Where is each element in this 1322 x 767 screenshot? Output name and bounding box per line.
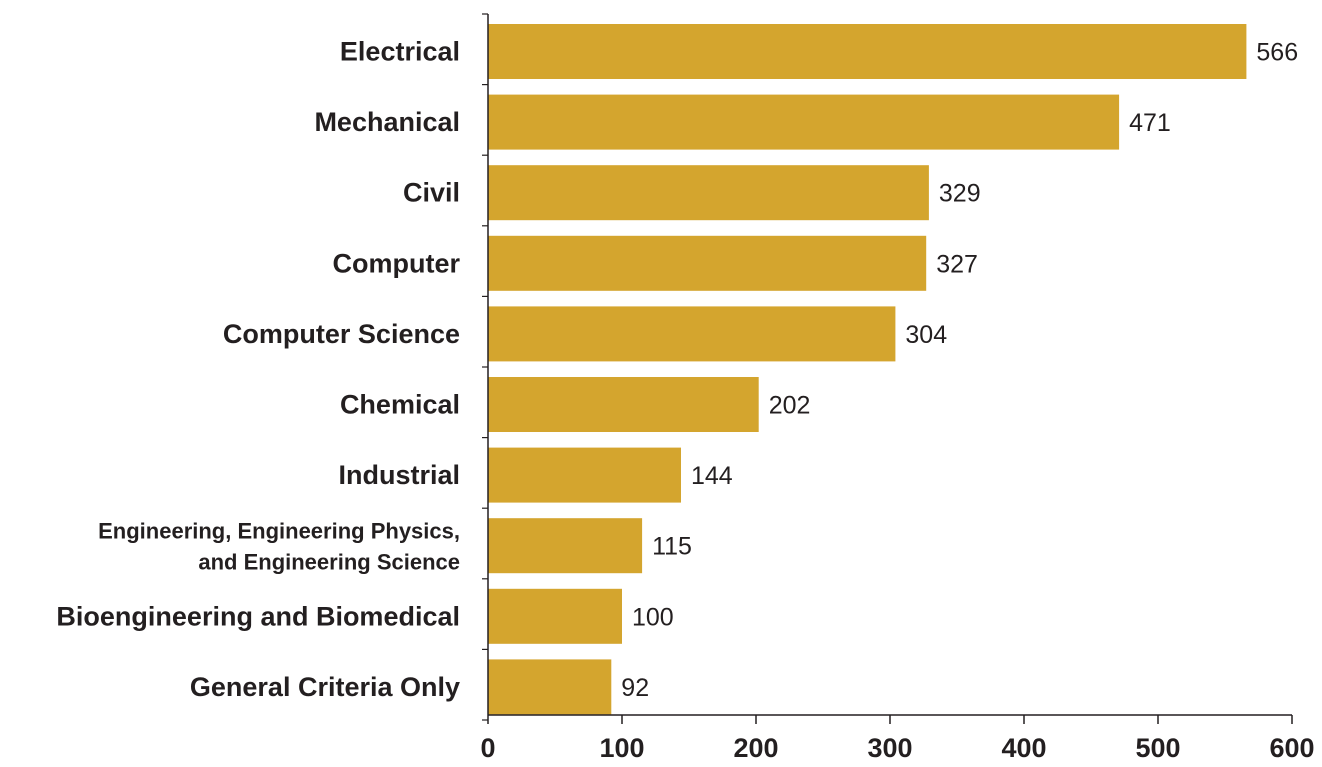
data-label: 327: [936, 250, 978, 278]
data-label: 304: [905, 321, 947, 349]
bar: [488, 588, 622, 644]
x-tick-label: 200: [733, 733, 778, 763]
labels-group: 566 Electrical 471 Mechanical 329 Civil 327 Com…: [56, 37, 1314, 764]
category-label-line: Engineering, Engineering Physics,: [98, 519, 460, 544]
category-label: Computer Science: [223, 319, 460, 349]
axes-group: [482, 13, 1293, 724]
category-label-line: and Engineering Science: [198, 550, 460, 575]
data-label: 566: [1256, 39, 1298, 67]
data-label: 92: [621, 674, 649, 702]
category-label: Chemical: [340, 390, 460, 420]
x-tick-label: 100: [599, 733, 644, 763]
bar: [488, 659, 612, 715]
data-label: 202: [769, 392, 811, 420]
x-tick-label: 400: [1001, 733, 1046, 763]
bar: [488, 518, 643, 574]
category-label: Computer: [333, 248, 461, 278]
data-label: 115: [652, 533, 692, 561]
bar: [488, 165, 929, 221]
category-label: Industrial: [338, 460, 460, 490]
bar: [488, 24, 1247, 79]
category-label: Electrical: [340, 37, 460, 67]
bars-group: [488, 24, 1247, 715]
bar: [488, 447, 681, 503]
category-label: Mechanical: [314, 107, 460, 137]
bar: [488, 306, 896, 362]
x-tick-label: 500: [1135, 733, 1180, 763]
category-label: Bioengineering and Biomedical: [56, 601, 460, 631]
data-label: 144: [691, 462, 733, 490]
data-label: 471: [1129, 109, 1171, 137]
bar: [488, 94, 1120, 150]
bar: [488, 235, 927, 291]
data-label: 329: [939, 180, 981, 208]
x-tick-label: 0: [480, 733, 495, 763]
category-label: Civil: [403, 178, 460, 208]
bar: [488, 377, 759, 432]
x-tick-label: 600: [1269, 733, 1314, 763]
x-tick-label: 300: [867, 733, 912, 763]
category-label: General Criteria Only: [190, 672, 460, 702]
data-label: 100: [632, 603, 674, 631]
